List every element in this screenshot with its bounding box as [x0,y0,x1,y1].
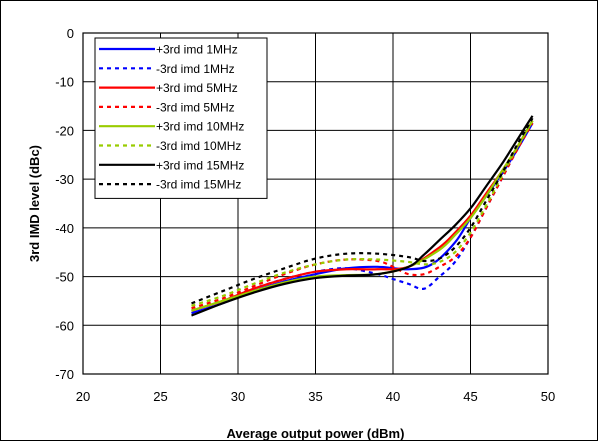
legend-label: +3rd imd 5MHz [156,81,238,95]
series-line [191,115,534,317]
legend-label: -3rd imd 15MHz [156,178,241,192]
legend-label: -3rd imd 5MHz [156,100,235,114]
x-tick-label: 25 [153,389,167,404]
y-axis-title: 3rd IMD level (dBc) [27,145,42,262]
x-tick-label: 45 [463,389,477,404]
x-tick-label: 20 [76,389,90,404]
x-tick-label: 40 [386,389,400,404]
x-tick-label: 35 [308,389,322,404]
legend-label: -3rd imd 10MHz [156,139,241,153]
legend-box [94,37,268,199]
series-line [191,117,534,305]
y-tick-label: -10 [55,75,74,90]
y-tick-labels: 0 -10 -20 -30 -40 -50 -60 -70 [55,26,74,382]
x-axis-title: Average output power (dBm) [227,426,405,441]
y-tick-label: -40 [55,221,74,236]
plot-area-frame [82,32,549,375]
y-tick-label: -50 [55,270,74,285]
y-tick-label: -30 [55,172,74,187]
series-line [191,120,534,307]
x-tick-label: 50 [541,389,555,404]
y-tick-label: 0 [67,26,74,41]
legend-label: +3rd imd 10MHz [156,120,244,134]
series-lines [191,115,534,317]
x-tick-labels: 20 25 30 35 40 45 50 [76,389,555,404]
y-tick-label: -60 [55,318,74,333]
x-tick-label: 30 [231,389,245,404]
legend-label: -3rd imd 1MHz [156,62,235,76]
legend-label: +3rd imd 15MHz [156,158,244,172]
y-tick-label: -70 [55,367,74,382]
y-tick-label: -20 [55,123,74,138]
legend: +3rd imd 1MHz -3rd imd 1MHz +3rd imd 5MHz -… [94,37,268,199]
legend-label: +3rd imd 1MHz [156,43,238,57]
